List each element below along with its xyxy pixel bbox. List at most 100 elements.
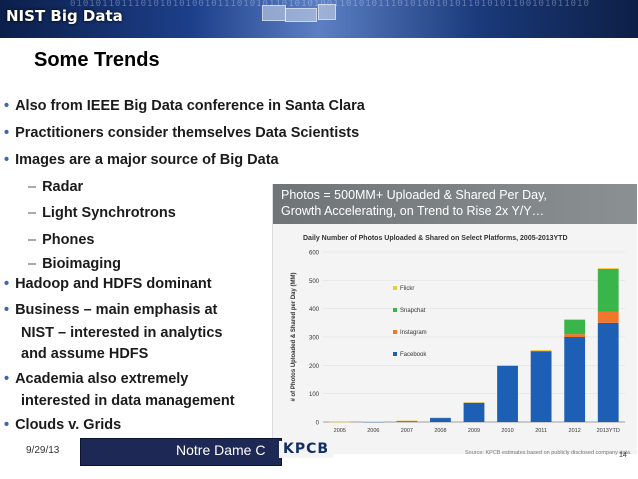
bullet-text: Business – main emphasis at xyxy=(15,302,218,318)
page-number: 14 xyxy=(619,452,627,459)
y-axis-label: # of Photos Uploaded & Shared per Day (M… xyxy=(291,272,297,401)
legend-swatch xyxy=(393,330,397,334)
y-tick-label: 300 xyxy=(309,336,320,342)
chart-image-headline: Photos = 500MM+ Uploaded & Shared Per Da… xyxy=(281,188,547,202)
x-tick-label: 2006 xyxy=(367,428,379,434)
bar-flickr-2010 xyxy=(497,365,518,366)
bullet-marker: • xyxy=(4,302,10,318)
y-tick-label: 0 xyxy=(316,421,320,427)
laptop-graphic xyxy=(285,8,317,22)
bar-flickr-2008 xyxy=(430,417,451,419)
bar-facebook-2007 xyxy=(396,421,418,422)
photos-bar-chart: Daily Number of Photos Uploaded & Shared… xyxy=(291,235,625,434)
monitor-graphic xyxy=(318,4,336,20)
bullet-marker: • xyxy=(4,152,10,168)
bullet-marker: • xyxy=(4,125,10,141)
dash-marker: – xyxy=(28,256,37,272)
bullet-item: • Academia also extremely xyxy=(4,371,188,387)
y-tick-label: 200 xyxy=(309,364,320,370)
bullet-text: Clouds v. Grids xyxy=(15,417,122,433)
legend-label: Facebook xyxy=(400,352,427,358)
y-tick-label: 500 xyxy=(309,279,320,285)
bullet-continuation: and assume HDFS xyxy=(21,346,148,362)
sub-bullet-item: – Radar xyxy=(28,179,83,195)
bar-facebook-2012 xyxy=(564,337,586,422)
bullet-text: Light Synchrotrons xyxy=(42,205,176,221)
chart-plot-area: 0 100 200 300 400 500 600 # of Photos Uploaded … xyxy=(291,251,625,434)
x-tick-label: 2012 xyxy=(569,428,581,434)
bullet-text: Images are a major source of Big Data xyxy=(15,152,279,168)
sub-bullet-item: – Bioimaging xyxy=(28,256,121,272)
legend-swatch xyxy=(393,308,397,312)
dash-marker: – xyxy=(28,232,37,248)
legend-label: Flickr xyxy=(400,286,414,292)
bullet-marker: • xyxy=(4,371,10,387)
bar-facebook-2013ytd xyxy=(597,322,619,422)
kpcb-logo: KPCB xyxy=(279,441,334,458)
y-tick-label: 600 xyxy=(309,251,320,257)
bullet-item: • Clouds v. Grids xyxy=(4,417,121,433)
bullet-item: • Practitioners consider themselves Data … xyxy=(4,125,359,141)
bar-flickr-2006 xyxy=(362,421,384,423)
bullet-text: Radar xyxy=(42,179,84,195)
x-tick-label: 2010 xyxy=(501,428,513,434)
legend-swatch xyxy=(393,352,397,356)
chart-source-note: Source: KPCB estimates based on publicly… xyxy=(465,450,632,456)
bar-instagram-2011 xyxy=(530,350,552,352)
bar-facebook-2008 xyxy=(430,418,451,422)
bullet-text: Also from IEEE Big Data conference in Sa… xyxy=(15,98,365,114)
sub-bullet-item: – Light Synchrotrons xyxy=(28,205,176,221)
bar-flickr-2007 xyxy=(396,420,418,422)
slide-title: Some Trends xyxy=(34,49,160,71)
bar-facebook-2011 xyxy=(530,351,552,422)
bullet-text: Hadoop and HDFS dominant xyxy=(15,276,212,292)
bar-facebook-2010 xyxy=(497,365,518,422)
chart-title: Daily Number of Photos Uploaded & Shared… xyxy=(303,235,568,242)
chart-image-subheadline: Growth Accelerating, on Trend to Rise 2x… xyxy=(281,204,545,218)
y-tick-label: 100 xyxy=(309,392,320,398)
bar-flickr-2011 xyxy=(530,350,552,351)
bullet-text: Phones xyxy=(42,232,95,248)
server-graphic xyxy=(262,5,286,21)
bullet-text: interested in data management xyxy=(21,393,235,409)
bullet-item: • Also from IEEE Big Data conference in S… xyxy=(4,98,365,114)
x-tick-label: 2008 xyxy=(434,428,446,434)
nist-big-data-logo: NIST Big Data xyxy=(6,7,123,25)
bar-snapchat-2012 xyxy=(564,320,586,335)
legend-label: Snapchat xyxy=(400,308,426,314)
bullet-text: Bioimaging xyxy=(42,256,122,272)
x-tick-label: 2009 xyxy=(468,428,480,434)
bullet-text: Practitioners consider themselves Data S… xyxy=(15,125,360,141)
slide-date: 9/29/13 xyxy=(26,445,60,456)
bar-flickr-2009 xyxy=(463,402,485,403)
sub-bullet-item: – Phones xyxy=(28,232,94,248)
bar-flickr-2012 xyxy=(564,319,586,320)
legend-swatch xyxy=(393,286,397,290)
bullet-marker: • xyxy=(4,98,10,114)
bullet-item: • Business – main emphasis at xyxy=(4,302,217,318)
bullet-marker: • xyxy=(4,417,10,433)
x-tick-label: 2007 xyxy=(401,428,413,434)
dash-marker: – xyxy=(28,205,37,221)
bar-flickr-2005 xyxy=(329,421,351,423)
y-tick-label: 400 xyxy=(309,307,320,313)
chart-image-header: Photos = 500MM+ Uploaded & Shared Per Da… xyxy=(273,184,637,224)
bullet-item: • Hadoop and HDFS dominant xyxy=(4,276,212,292)
legend-label: Instagram xyxy=(400,330,427,336)
bullet-item: • Images are a major source of Big Data xyxy=(4,152,279,168)
bar-flickr-2013ytd xyxy=(597,268,619,269)
x-tick-label: 2011 xyxy=(535,428,547,434)
bullet-text: NIST – interested in analytics xyxy=(21,325,223,341)
footer-conference-text: Notre Dame C xyxy=(176,442,266,458)
dash-marker: – xyxy=(28,179,37,195)
bar-snapchat-2013ytd xyxy=(597,269,619,312)
x-tick-label: 2005 xyxy=(334,428,346,434)
x-tick-label: 2013YTD xyxy=(597,428,620,434)
bar-instagram-2013ytd xyxy=(597,311,619,323)
bullet-text: Academia also extremely xyxy=(15,371,189,387)
binary-pattern: 0101011011101010101001011101010110101010… xyxy=(70,0,638,38)
bar-instagram-2012 xyxy=(564,334,586,337)
header-banner: 0101011011101010101001011101010110101010… xyxy=(0,0,638,38)
bullet-marker: • xyxy=(4,276,10,292)
bullet-continuation: NIST – interested in analytics xyxy=(21,325,222,341)
